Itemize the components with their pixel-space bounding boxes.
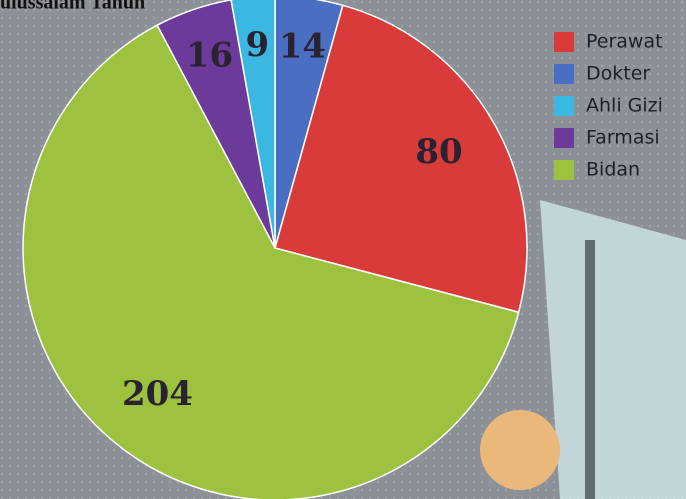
data-label: 14 bbox=[279, 26, 326, 66]
legend-swatch bbox=[554, 32, 574, 52]
chart-title: ulussalam Tahun bbox=[0, 0, 145, 14]
person-decoration bbox=[480, 410, 560, 490]
chart: ulussalam Tahun 14 80 204 16 9 Dokter Perawat… bbox=[0, 0, 686, 499]
legend-swatch bbox=[554, 64, 574, 84]
window-decoration bbox=[540, 200, 686, 499]
data-label: 80 bbox=[415, 132, 462, 172]
legend-swatch bbox=[554, 96, 574, 116]
legend-label: Dokter bbox=[586, 63, 650, 85]
page: {"chart_data": {"type": "pie", "title": … bbox=[0, 0, 686, 499]
window-frame bbox=[585, 240, 595, 499]
legend-swatch bbox=[554, 160, 574, 180]
data-label: 16 bbox=[186, 35, 233, 75]
legend-swatch bbox=[554, 128, 574, 148]
pie: 14 80 204 16 9 bbox=[23, 0, 527, 499]
legend-label: Bidan bbox=[586, 159, 640, 181]
legend-label: Perawat bbox=[586, 31, 663, 53]
legend-label: Farmasi bbox=[586, 127, 660, 149]
data-label: 204 bbox=[122, 374, 193, 414]
legend-label: Ahli Gizi bbox=[586, 95, 663, 117]
data-label: 9 bbox=[246, 25, 270, 65]
